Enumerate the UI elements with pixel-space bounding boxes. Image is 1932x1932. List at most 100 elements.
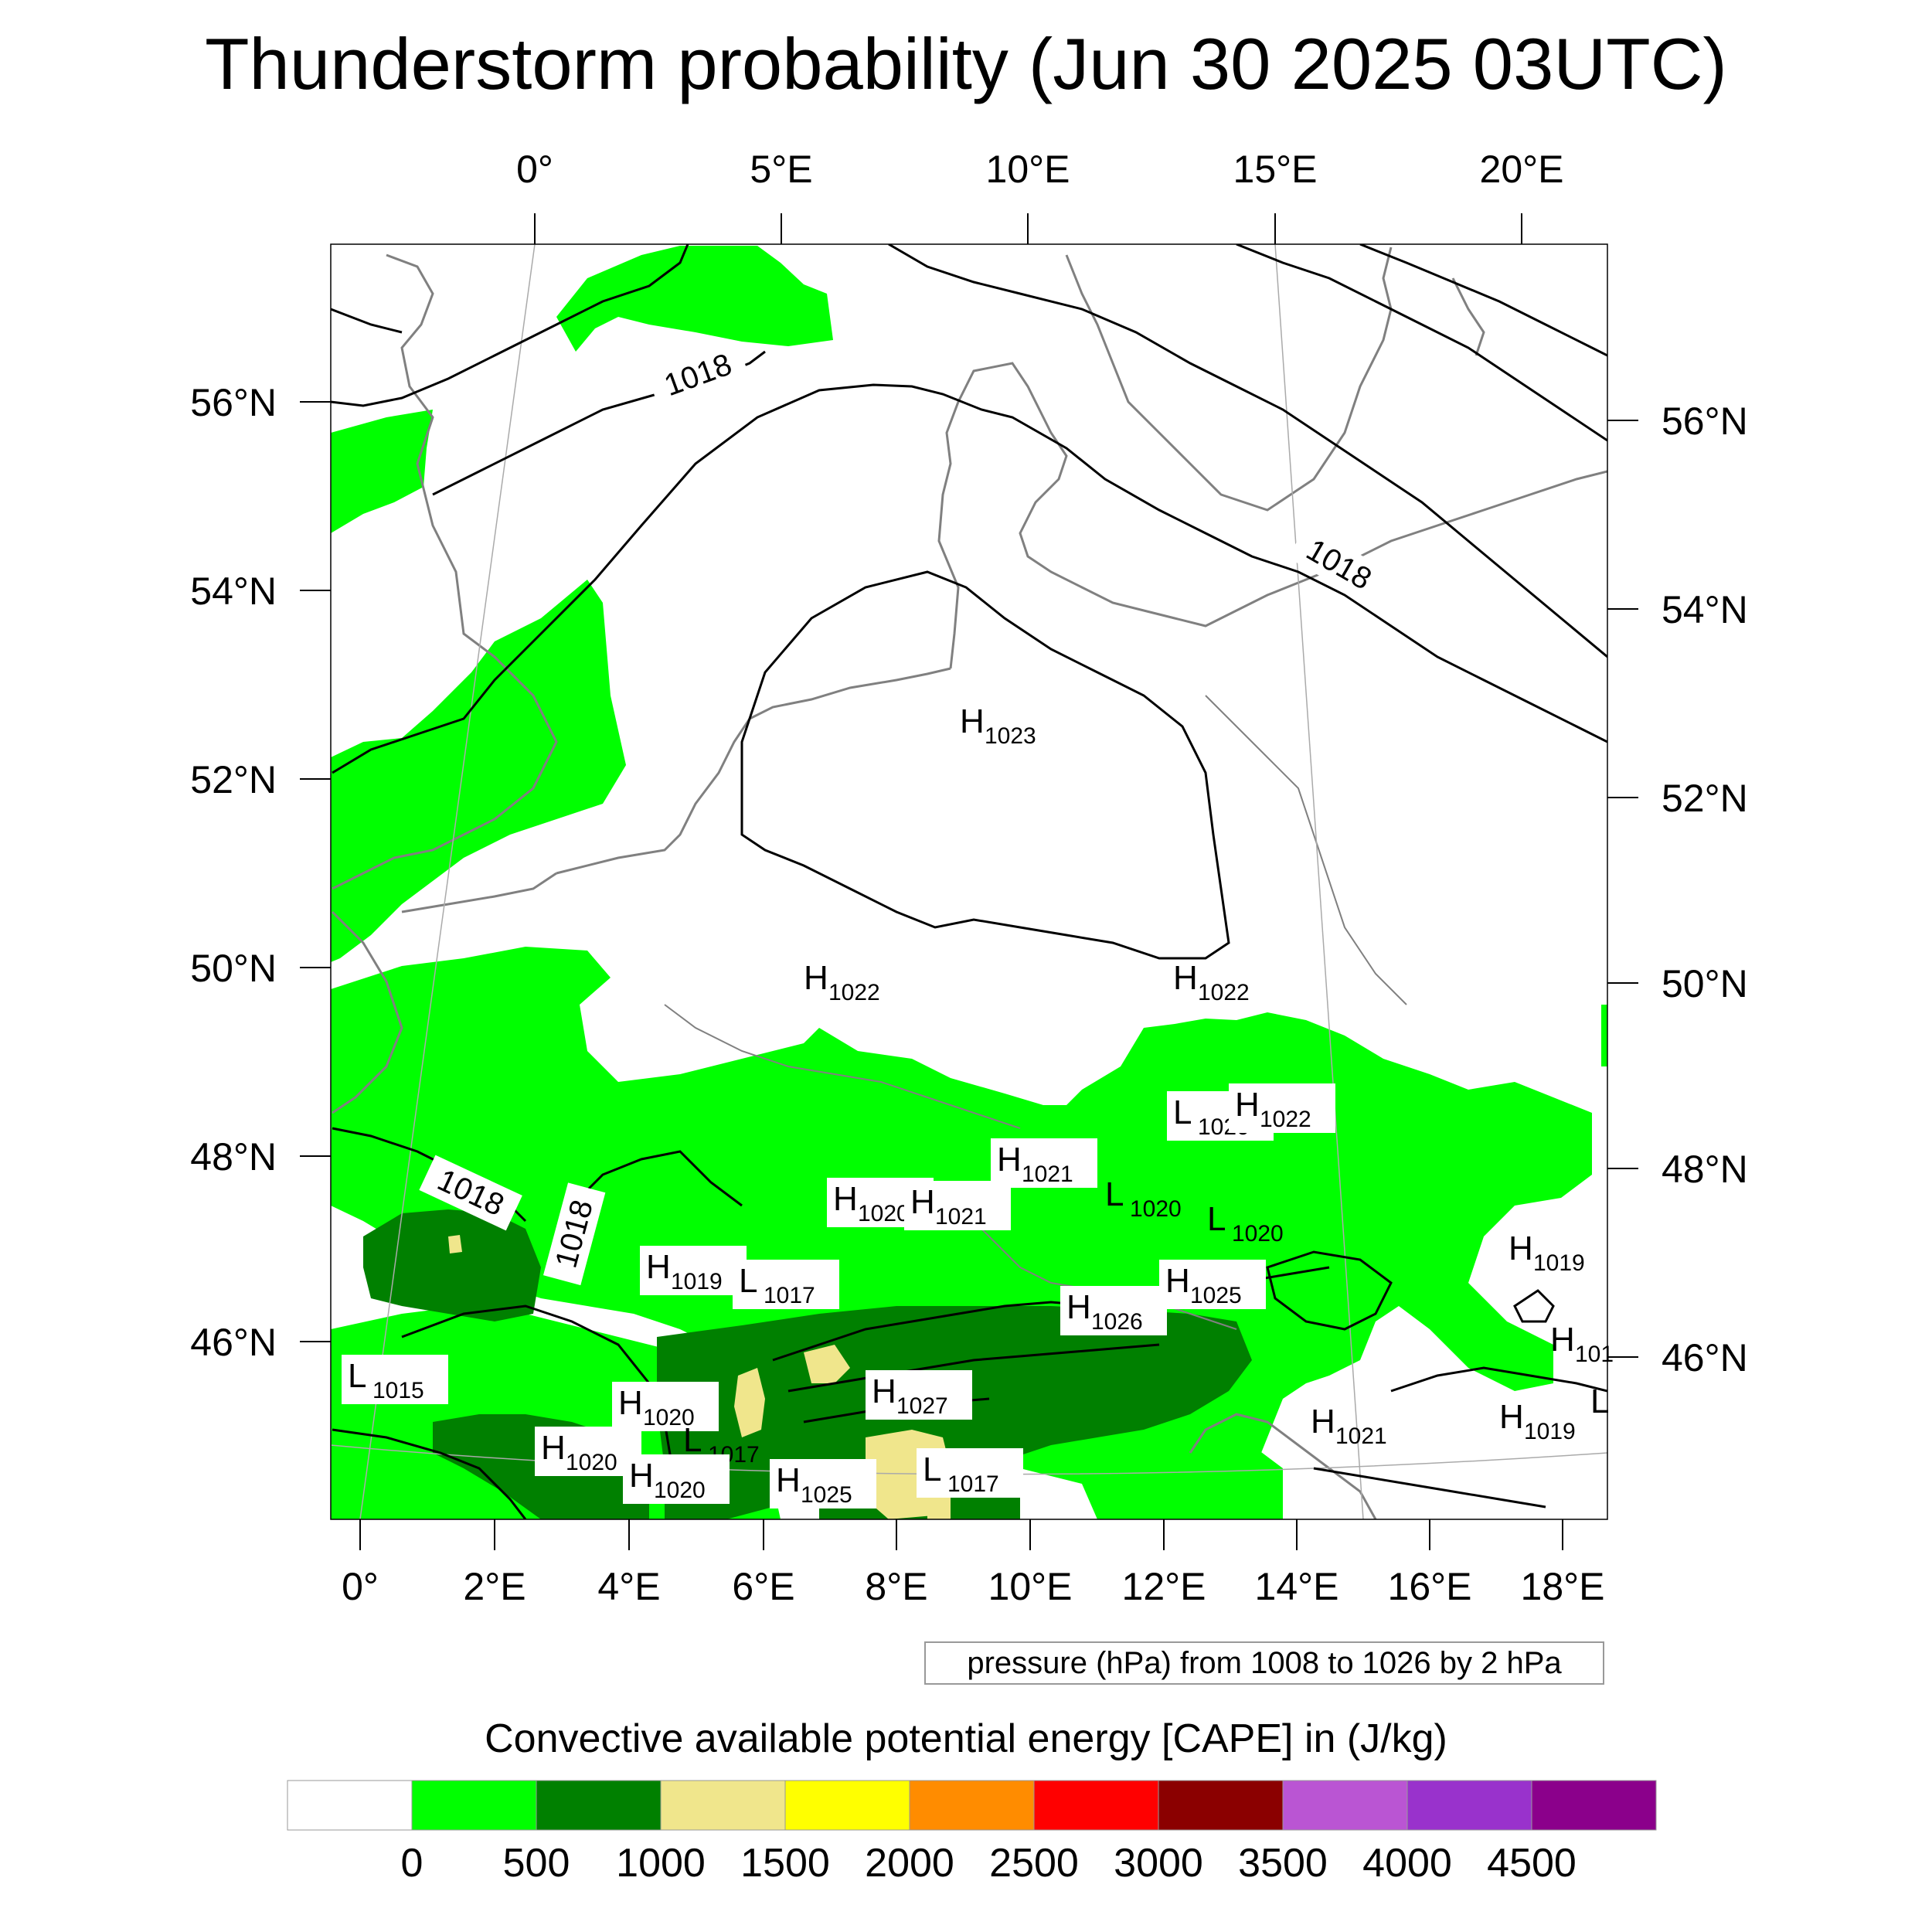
center-pressure-value: 1021: [1335, 1423, 1387, 1449]
low-pressure-center: L 1017: [733, 1260, 839, 1309]
center-type-letter: L: [923, 1451, 941, 1488]
center-type-letter: H: [833, 1180, 858, 1218]
center-type-letter: L: [739, 1262, 757, 1300]
center-type-letter: H: [629, 1457, 654, 1495]
left-lat-label: 48°N: [190, 1135, 277, 1179]
center-label-box: [991, 1138, 1097, 1188]
left-lat-label: 46°N: [190, 1321, 277, 1364]
center-type-letter: H: [1499, 1398, 1524, 1436]
coast-netherlands-belgium: [556, 667, 951, 875]
center-type-letter: H: [1550, 1321, 1575, 1359]
center-label-box: [904, 1181, 1011, 1230]
cape-area-east-patch: [1601, 1005, 1607, 1066]
isobar-southeast: [1390, 1366, 1607, 1393]
center-label-box: [612, 1382, 719, 1431]
border-line-3: [1205, 695, 1407, 1005]
right-lat-labels: 56°N 54°N 52°N 50°N 48°N 46°N: [1662, 400, 1748, 1379]
left-lat-label: 52°N: [190, 758, 277, 801]
low-pressure-center: L: [1590, 1383, 1609, 1420]
isobar-1018-main: [332, 383, 1607, 774]
center-label-box: [1229, 1083, 1335, 1133]
center-pressure-value: 1020: [1232, 1221, 1284, 1247]
center-type-letter: H: [997, 1141, 1022, 1179]
colorbar-title: Convective available potential energy [C…: [485, 1716, 1447, 1761]
bottom-lon-label: 16°E: [1388, 1565, 1472, 1608]
center-label-box: [1159, 1260, 1266, 1309]
center-pressure-value: 1021: [935, 1204, 987, 1230]
bottom-lon-label: 6°E: [732, 1565, 794, 1608]
cape-shading: [331, 246, 1607, 1519]
isobar-east-2: [1236, 244, 1607, 442]
isobar-east-loop: [1266, 1250, 1393, 1331]
isobar-east-loop-2: [1513, 1289, 1555, 1323]
top-lon-label: 20°E: [1480, 148, 1564, 191]
bottom-lon-label: 10°E: [988, 1565, 1073, 1608]
coast-sweden: [1065, 247, 1393, 512]
high-pressure-center: H 101: [1550, 1321, 1614, 1367]
center-type-letter: H: [1165, 1262, 1190, 1300]
left-lat-label: 54°N: [190, 570, 277, 613]
coast-germany-denmark: [937, 362, 1607, 669]
high-pressure-center: H 1019: [640, 1246, 747, 1295]
top-lon-labels: 0° 5°E 10°E 15°E 20°E: [516, 148, 1563, 191]
center-pressure-value: 1020: [1130, 1196, 1182, 1222]
center-type-letter: L: [683, 1421, 702, 1459]
bottom-lon-label: 4°E: [597, 1565, 660, 1608]
center-pressure-value: 1020: [654, 1478, 706, 1503]
right-lat-label: 54°N: [1662, 588, 1748, 631]
cape-area-north-sea-patch: [556, 246, 833, 352]
coast-france-west: [331, 910, 403, 1114]
coastlines: [331, 247, 1607, 1519]
center-label-box: [640, 1246, 747, 1295]
right-lat-label: 56°N: [1662, 400, 1748, 443]
high-pressure-center: H 1027: [866, 1370, 972, 1420]
bottom-lon-label: 12°E: [1122, 1565, 1206, 1608]
border-line-1: [664, 1004, 1021, 1129]
high-pressure-center: H 1021: [991, 1138, 1097, 1188]
high-pressure-center: H 1020: [535, 1427, 641, 1476]
top-lon-label: 5°E: [750, 148, 812, 191]
center-pressure-value: 101: [1575, 1342, 1614, 1367]
figure-title: Thunderstorm probability (Jun 30 2025 03…: [205, 23, 1727, 104]
high-pressure-center: H 1022: [804, 959, 880, 1005]
center-type-letter: H: [1066, 1288, 1091, 1326]
cape-area-khaki-2: [804, 1345, 850, 1383]
bottom-lon-label: 8°E: [865, 1565, 927, 1608]
center-type-letter: L: [348, 1357, 366, 1395]
center-pressure-value: 1022: [828, 980, 880, 1005]
center-pressure-value: 1022: [1260, 1107, 1311, 1132]
center-pressure-value: 1015: [372, 1378, 424, 1403]
center-pressure-value: 1025: [801, 1482, 852, 1508]
low-pressure-center: L 1020: [1105, 1175, 1182, 1222]
left-lat-label: 50°N: [190, 947, 277, 990]
cape-area-khaki-1: [734, 1368, 765, 1437]
center-type-letter: H: [872, 1372, 896, 1410]
center-label-box: [770, 1459, 876, 1509]
center-pressure-value: 1020: [566, 1450, 617, 1475]
low-pressure-center: L 1020: [1207, 1200, 1284, 1247]
high-pressure-center: H 1020: [612, 1382, 719, 1431]
high-pressure-center: H 1021: [904, 1181, 1011, 1230]
top-lon-label: 10°E: [986, 148, 1070, 191]
center-pressure-value: 1019: [671, 1269, 723, 1294]
coast-adriatic: [1189, 1413, 1377, 1519]
center-pressure-value: 1023: [985, 723, 1036, 749]
isobar-south-2: [332, 1428, 527, 1519]
center-pressure-value: 1020: [643, 1405, 695, 1430]
center-type-letter: H: [1509, 1230, 1533, 1267]
center-label-box: [733, 1260, 839, 1309]
contour-note: pressure (hPa) from 1008 to 1026 by 2 hP…: [924, 1641, 1604, 1685]
center-type-letter: L: [1173, 1094, 1192, 1131]
coast-gotland: [1451, 277, 1485, 356]
center-label-box: [917, 1448, 1023, 1498]
center-type-letter: H: [776, 1461, 801, 1499]
high-pressure-center: H 1023: [960, 702, 1036, 749]
cape-area-dark-west: [363, 1209, 541, 1321]
center-pressure-value: 1025: [1190, 1283, 1242, 1308]
center-pressure-value: 1021: [1022, 1162, 1073, 1187]
bottom-lon-label: 18°E: [1521, 1565, 1605, 1608]
high-pressure-center: H 1026: [1060, 1286, 1167, 1335]
center-pressure-value: 1027: [896, 1393, 948, 1419]
isobar-southeast-2: [1313, 1467, 1546, 1509]
